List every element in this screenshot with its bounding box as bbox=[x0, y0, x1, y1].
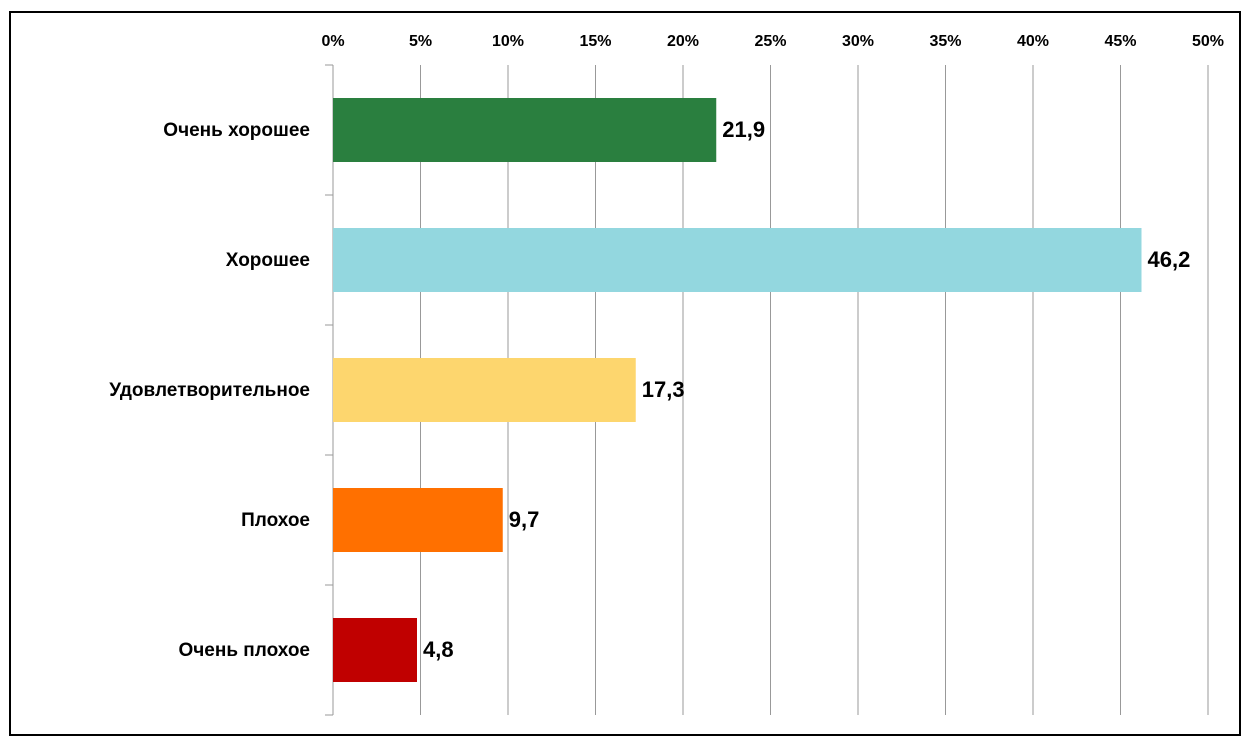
value-label: 21,9 bbox=[722, 117, 765, 142]
y-tick-label: Удовлетворительное bbox=[109, 380, 310, 401]
y-tick-label: Очень хорошее bbox=[163, 120, 310, 141]
x-tick-label: 15% bbox=[579, 33, 611, 50]
y-tick-label: Очень плохое bbox=[178, 640, 310, 661]
value-label: 4,8 bbox=[423, 637, 454, 662]
bar bbox=[333, 488, 503, 552]
value-label: 9,7 bbox=[509, 507, 540, 532]
x-tick-label: 45% bbox=[1104, 33, 1136, 50]
x-tick-label: 20% bbox=[667, 33, 699, 50]
value-label: 17,3 bbox=[642, 377, 685, 402]
x-tick-label: 0% bbox=[321, 33, 344, 50]
x-tick-label: 35% bbox=[929, 33, 961, 50]
x-tick-label: 5% bbox=[409, 33, 432, 50]
x-tick-label: 30% bbox=[842, 33, 874, 50]
bar bbox=[333, 358, 636, 422]
bar bbox=[333, 618, 417, 682]
x-tick-label: 25% bbox=[754, 33, 786, 50]
bar bbox=[333, 228, 1142, 292]
x-tick-label: 50% bbox=[1192, 33, 1224, 50]
value-label: 46,2 bbox=[1148, 247, 1191, 272]
y-tick-label: Плохое bbox=[241, 510, 310, 531]
y-tick-label: Хорошее bbox=[226, 250, 310, 271]
bar bbox=[333, 98, 717, 162]
x-tick-label: 40% bbox=[1017, 33, 1049, 50]
x-tick-label: 10% bbox=[492, 33, 524, 50]
